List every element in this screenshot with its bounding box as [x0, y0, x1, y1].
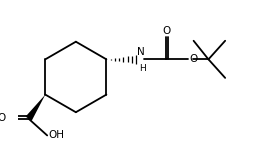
Text: H: H: [139, 64, 146, 73]
Polygon shape: [26, 95, 45, 121]
Text: N: N: [137, 47, 145, 58]
Text: O: O: [189, 54, 197, 64]
Text: O: O: [163, 26, 171, 36]
Text: O: O: [0, 113, 5, 123]
Text: OH: OH: [48, 130, 64, 140]
